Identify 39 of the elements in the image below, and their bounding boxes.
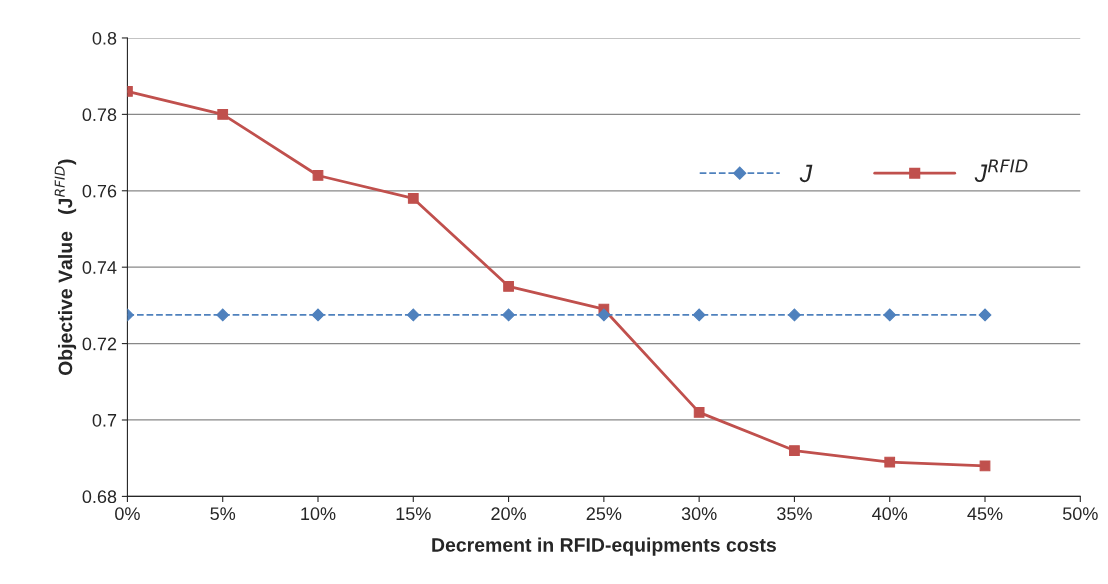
y-tick-label: 0.72: [82, 337, 117, 351]
point: [883, 308, 897, 322]
point: [597, 308, 611, 322]
point: [311, 308, 325, 322]
y-axis-title: Objective Value (J$^{RFID}$): [54, 159, 77, 376]
point: [979, 460, 991, 472]
x-tick-label: 50%: [1062, 507, 1098, 521]
y-tick-label: 0.7: [92, 413, 117, 427]
y-tick-label: 0.76: [82, 184, 117, 198]
x-tick-label: 10%: [301, 507, 336, 521]
point: [503, 280, 514, 292]
point: [312, 170, 324, 181]
y-tick-label: 0.78: [82, 108, 117, 122]
point: [407, 193, 419, 204]
y-tick-label: 0.68: [82, 490, 117, 504]
y-tick-label: 0.8: [92, 31, 117, 45]
x-tick-label: 25%: [586, 507, 622, 521]
x-tick-label: 0%: [115, 507, 140, 521]
x-axis-title: Decrement in RFID-equipments costs: [432, 537, 776, 556]
x-tick-label: 40%: [872, 507, 908, 521]
legend-label: J: [799, 164, 813, 183]
point: [502, 308, 515, 322]
point: [692, 308, 706, 322]
point: [216, 308, 230, 322]
point: [693, 406, 705, 418]
x-tick-label: 20%: [491, 507, 526, 521]
point: [217, 108, 229, 120]
point: [788, 308, 801, 322]
legend-label: J$^{RFID}$: [974, 159, 1028, 183]
point: [978, 308, 992, 322]
x-tick-label: 15%: [396, 507, 431, 521]
x-tick-label: 5%: [210, 507, 236, 521]
x-tick-label: 35%: [777, 507, 812, 521]
y-tick-label: 0.74: [82, 261, 117, 274]
point: [406, 308, 420, 322]
point: [789, 445, 800, 456]
point: [884, 456, 896, 468]
x-tick-label: 30%: [681, 507, 717, 521]
x-tick-label: 45%: [967, 507, 1003, 521]
